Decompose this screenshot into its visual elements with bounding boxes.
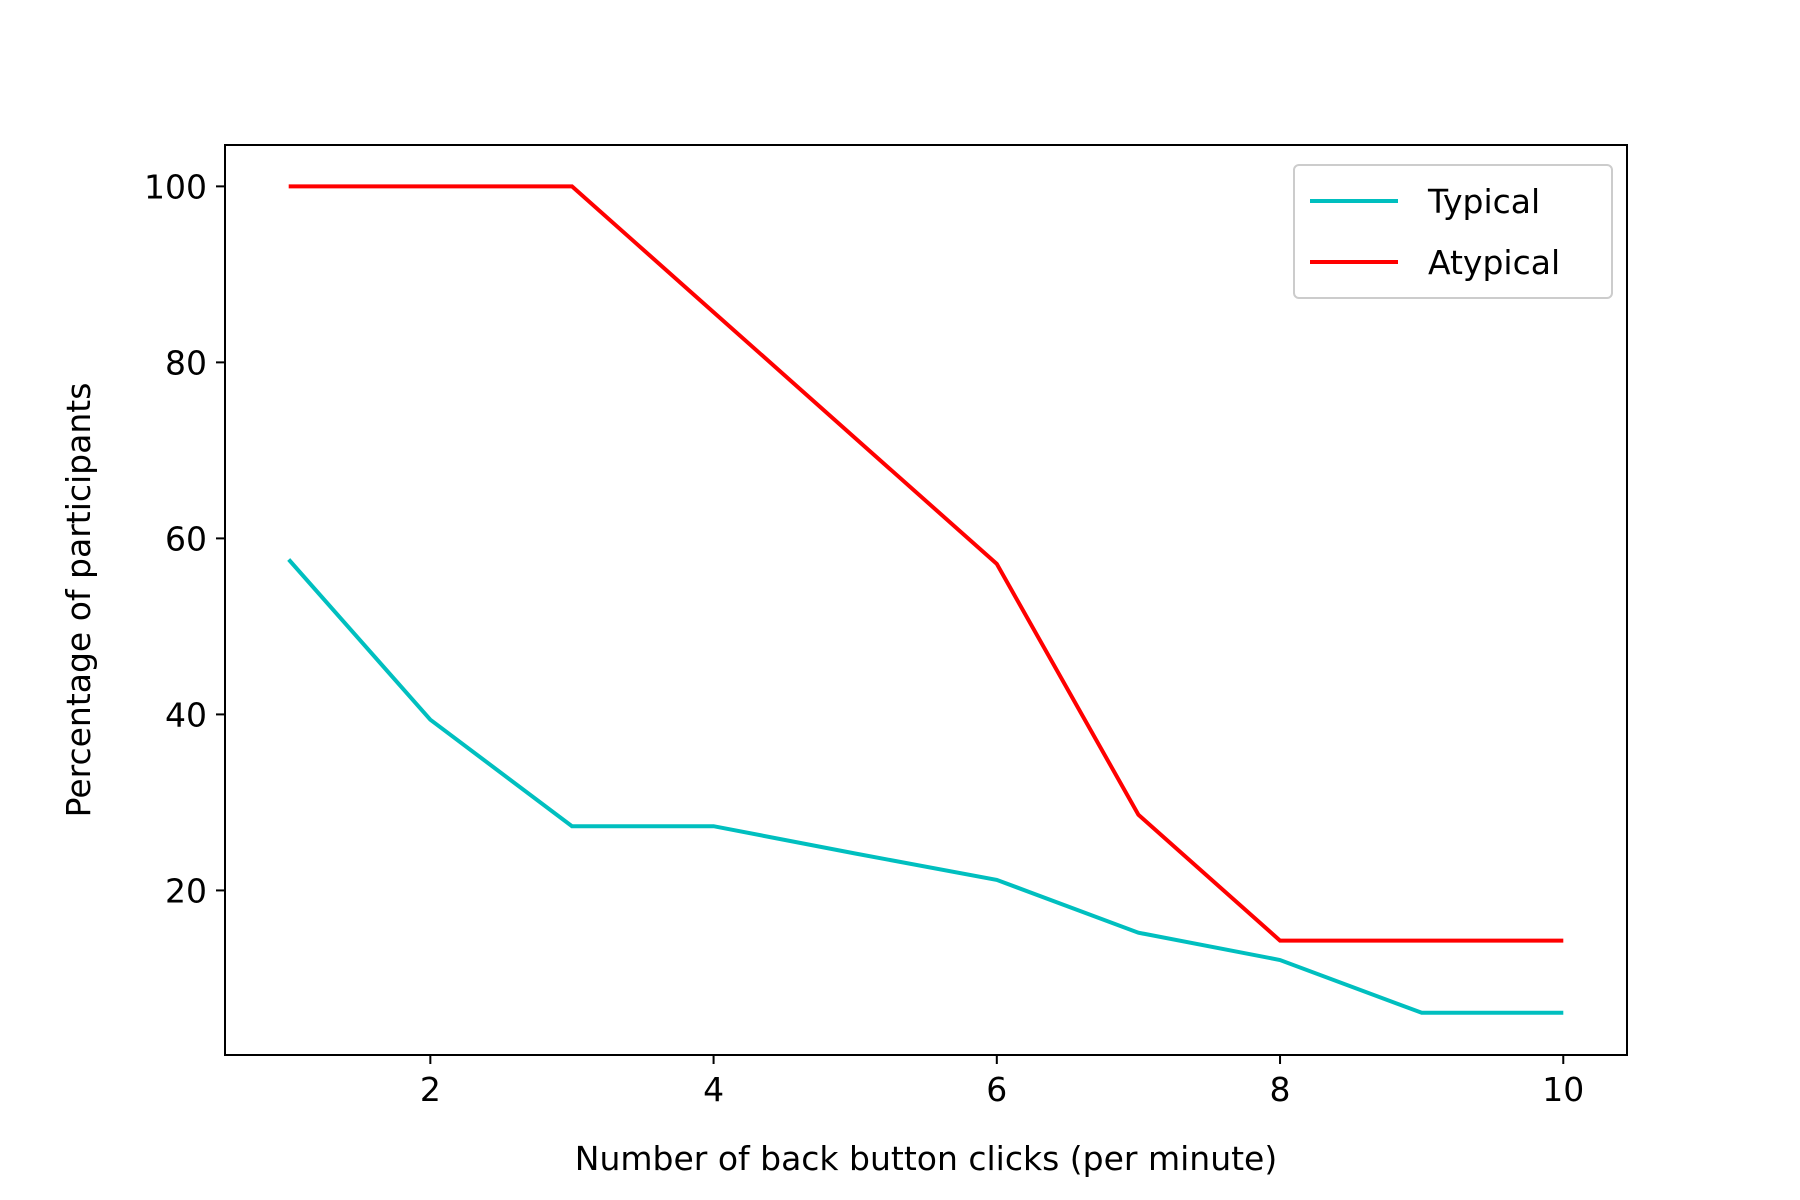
y-tick-label: 20	[165, 871, 207, 910]
y-axis-title: Percentage of participants	[59, 383, 98, 818]
axis-ticks: 2 4 6 8 10 20 40 60 80 100	[144, 167, 1584, 1109]
y-tick-label: 60	[165, 519, 207, 558]
legend-label-atypical: Atypical	[1428, 243, 1560, 282]
plot-area	[224, 144, 1628, 1056]
x-axis-title: Number of back button clicks (per minute…	[575, 1139, 1277, 1178]
x-tick-label: 4	[703, 1070, 724, 1109]
y-tick-label: 100	[144, 167, 207, 206]
y-tick-label: 80	[165, 343, 207, 382]
legend-box	[1293, 164, 1613, 299]
series-line-typical	[287, 558, 1564, 1015]
x-tick-label: 6	[986, 1070, 1007, 1109]
y-tick-label: 40	[165, 695, 207, 734]
x-tick-label: 8	[1270, 1070, 1291, 1109]
x-tick-label: 10	[1542, 1070, 1584, 1109]
axes-frame	[224, 144, 1628, 1056]
legend: Typical Atypical	[1293, 164, 1613, 299]
x-tick-label: 2	[420, 1070, 441, 1109]
legend-label-typical: Typical	[1427, 182, 1540, 221]
series-line-atypical	[288, 184, 1564, 943]
